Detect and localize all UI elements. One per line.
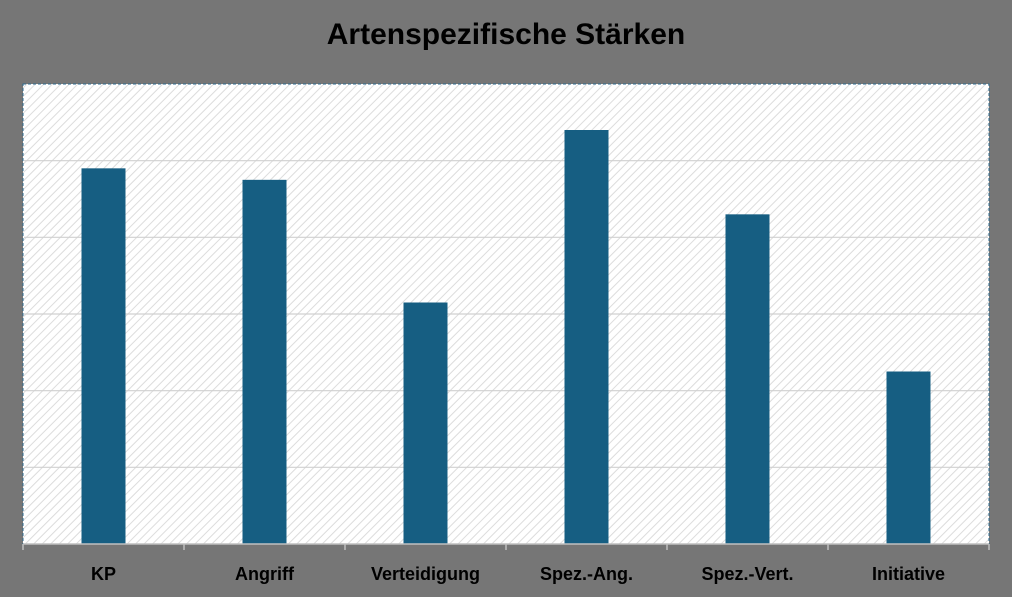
bar-angriff	[242, 179, 287, 545]
bars	[81, 130, 931, 545]
bar-initiative	[886, 371, 931, 544]
bar-spez-ang	[564, 130, 609, 544]
bar-spez-vert	[725, 214, 770, 545]
gridlines	[24, 160, 988, 468]
x-tick-label: Verteidigung	[371, 564, 480, 584]
bar-verteidigung	[403, 302, 448, 544]
x-tick-label: KP	[91, 564, 116, 584]
bar-kp	[81, 168, 126, 545]
chart-title: Artenspezifische Stärken	[326, 18, 686, 51]
x-tick-label: Angriff	[235, 564, 295, 584]
x-tick-label: Initiative	[872, 564, 945, 584]
x-axis-labels: KP Angriff Verteidigung Spez.-Ang. Spez.-Ver…	[91, 564, 945, 584]
x-tick-label: Spez.-Ang.	[540, 564, 633, 584]
x-axis	[22, 543, 990, 550]
x-tick-label: Spez.-Vert.	[701, 564, 793, 584]
